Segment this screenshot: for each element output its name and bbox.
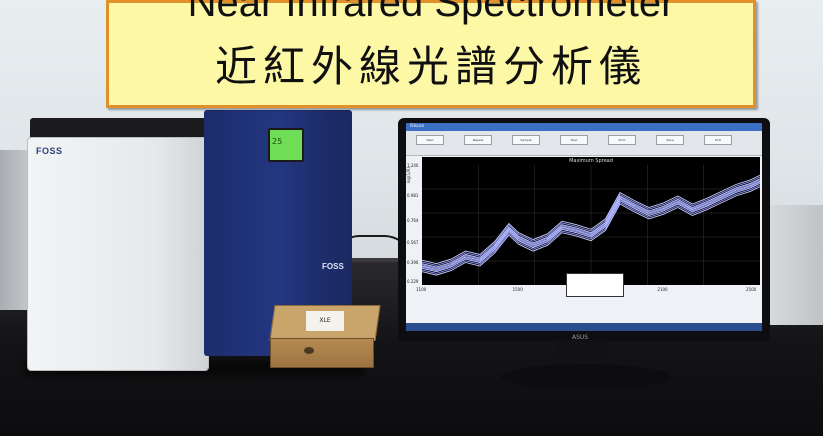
- foss-logo-front: FOSS: [36, 146, 63, 156]
- monitor-screen: ISIscan Next Repeat Sample Stop Print Sa…: [406, 123, 762, 331]
- window-title: ISIscan: [410, 123, 425, 128]
- y-tick-label: 0.396: [407, 259, 419, 265]
- toolbar-button-exit[interactable]: Exit: [704, 135, 732, 145]
- x-tick-label: 1100: [416, 287, 427, 292]
- toolbar-button-repeat[interactable]: Repeat: [464, 135, 492, 145]
- foss-logo-side: FOSS: [322, 262, 344, 271]
- toolbar-button-stop[interactable]: Stop: [560, 135, 588, 145]
- lcd-value: 25: [272, 137, 283, 146]
- monitor-brand: ASUS: [572, 334, 589, 341]
- toolbar-button-print[interactable]: Print: [608, 135, 636, 145]
- plot-title: Maximum Spread: [569, 158, 613, 164]
- y-tick-label: 0.567: [407, 240, 419, 246]
- wooden-box-label: XLE: [306, 311, 344, 331]
- y-tick-label: 1.240: [407, 163, 419, 168]
- x-tick-label: 1500: [512, 287, 523, 292]
- os-taskbar: [406, 323, 762, 331]
- wooden-box-front: [270, 338, 374, 368]
- window-titlebar: ISIscan: [406, 123, 762, 131]
- toolbar-button-sample[interactable]: Sample: [512, 135, 540, 145]
- y-tick-label: 0.981: [407, 192, 419, 198]
- monitor-stand-base: [500, 364, 670, 390]
- spectrum-series-line: [422, 174, 760, 265]
- y-tick-label: 0.764: [407, 217, 419, 223]
- analyzer-white-unit: [28, 138, 208, 370]
- spectrum-series-line: [422, 180, 760, 270]
- y-axis-label: log(1/R): [406, 167, 411, 183]
- wooden-box-latch: [304, 347, 314, 354]
- spectrum-series-line: [422, 179, 760, 269]
- x-tick-label: 2500: [746, 287, 757, 292]
- spectrum-plot: Maximum Spread: [422, 157, 760, 285]
- right-equipment: [768, 205, 823, 325]
- spectrum-series-line: [422, 184, 760, 274]
- title-banner: Near Infrared Spectrometer 近紅外線光譜分析儀: [106, 0, 756, 108]
- x-tick-label: 2100: [657, 287, 668, 292]
- banner-title-chinese: 近紅外線光譜分析儀: [214, 42, 647, 91]
- spectrum-series-line: [422, 182, 760, 273]
- software-toolbar: Next Repeat Sample Stop Print Save Exit: [406, 131, 762, 156]
- toolbar-button-save[interactable]: Save: [656, 135, 684, 145]
- spectrum-series-line: [422, 178, 760, 268]
- spectrum-chart: [422, 165, 760, 285]
- analyzer-lcd: [268, 128, 304, 162]
- spectrum-series-line: [422, 176, 760, 266]
- banner-title-english: Near Infrared Spectrometer: [187, 0, 675, 25]
- spectrum-series-line: [422, 181, 760, 272]
- y-tick-label: 0.229: [407, 279, 419, 284]
- toolbar-button-next[interactable]: Next: [416, 135, 444, 145]
- legend-box: [566, 273, 624, 297]
- spectrum-series-line: [422, 186, 760, 276]
